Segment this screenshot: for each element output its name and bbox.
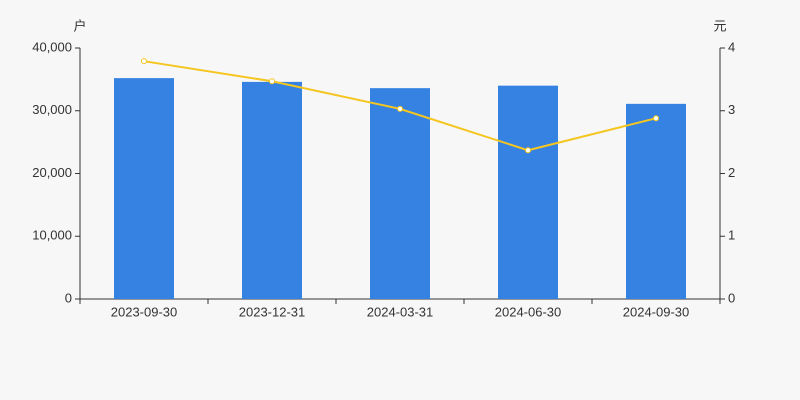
x-tick-label: 2023-12-31 <box>239 304 306 319</box>
y2-tick-label: 3 <box>728 102 735 117</box>
line-point <box>653 115 659 122</box>
x-tick-label: 2024-09-30 <box>623 304 690 319</box>
y2-tick-label: 4 <box>728 39 735 54</box>
bar <box>114 78 174 300</box>
line-point <box>525 147 531 154</box>
y2-tick-label: 0 <box>728 290 735 305</box>
line-point <box>141 58 147 65</box>
bar <box>498 85 558 300</box>
y-tick-label: 0 <box>65 290 72 305</box>
bar <box>370 88 430 299</box>
y-tick-label: 20,000 <box>32 165 72 180</box>
y2-axis-title: 元 <box>713 18 726 33</box>
line-point <box>397 105 403 112</box>
y-tick-label: 40,000 <box>32 39 72 54</box>
x-tick-label: 2024-06-30 <box>495 304 562 319</box>
y-tick-label: 10,000 <box>32 228 72 243</box>
bar <box>242 81 302 299</box>
y2-tick-label: 1 <box>728 228 735 243</box>
bar <box>626 103 686 299</box>
y-tick-label: 30,000 <box>32 102 72 117</box>
y-axis-title: 户 <box>73 18 86 33</box>
x-tick-label: 2023-09-30 <box>111 304 178 319</box>
line-point <box>269 78 275 85</box>
y2-tick-label: 2 <box>728 165 735 180</box>
x-tick-label: 2024-03-31 <box>367 304 434 319</box>
